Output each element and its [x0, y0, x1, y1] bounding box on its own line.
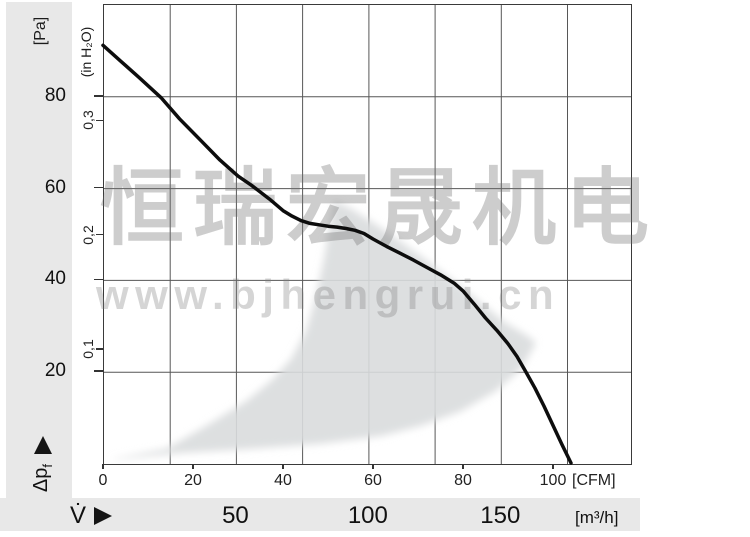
cfm-tick-label: 80: [454, 472, 472, 489]
cfm-tick-label: 20: [184, 472, 202, 489]
grid-and-region-layer: [104, 5, 631, 464]
pa-tick-label: 20: [44, 360, 66, 382]
pressure-axis-symbol: Δpf: [30, 426, 56, 502]
cfm-tick-mark: [462, 464, 464, 469]
flow-axis-symbol: V̇: [70, 502, 113, 530]
m3h-tick-label: 50: [222, 502, 249, 529]
cfm-tick-mark: [282, 464, 284, 469]
operating-range-region: [113, 201, 536, 460]
m3h-tick-label: 150: [480, 502, 521, 529]
cfm-tick-mark: [552, 464, 554, 469]
cfm-tick-label: 100: [539, 472, 567, 489]
left-axis-band: [6, 2, 72, 498]
delta-p-label: Δpf: [30, 463, 56, 493]
pa-tick-mark: [94, 278, 103, 281]
cfm-tick-mark: [192, 464, 194, 469]
pa-tick-label: 40: [44, 268, 66, 290]
pressure-arrow-icon: [34, 435, 52, 454]
pa-tick-mark: [94, 370, 103, 372]
inh2o-tick-mark: [96, 233, 103, 236]
m3h-tick-label: 100: [347, 502, 388, 529]
cfm-tick-label: 40: [274, 472, 292, 489]
v-dot-label: V̇: [70, 502, 87, 529]
pa-tick-mark: [94, 186, 103, 189]
pa-tick-label: 60: [44, 176, 66, 198]
flow-unit-m3h-label: [m³/h]: [575, 508, 619, 527]
pa-tick-label: 80: [44, 84, 66, 106]
inh2o-tick-label: 0,3: [80, 110, 96, 131]
pa-tick-mark: [94, 95, 103, 97]
cfm-tick-label: 0: [98, 472, 108, 489]
cfm-tick-label: 60: [364, 472, 382, 489]
flow-unit-cfm-label: [CFM]: [572, 472, 616, 489]
inh2o-tick-label: 0,1: [80, 339, 96, 359]
inh2o-tick-mark: [96, 119, 103, 122]
cfm-tick-mark: [372, 464, 374, 469]
cfm-tick-mark: [102, 464, 104, 469]
pressure-unit-pa-label: [Pa]: [32, 16, 49, 46]
inh2o-tick-label: 0,2: [80, 224, 96, 245]
inh2o-tick-mark: [96, 348, 103, 350]
flow-arrow-icon: [94, 506, 113, 525]
pressure-unit-inh2o-label: (in H₂O): [78, 26, 94, 78]
chart-plot-area: [103, 4, 632, 465]
